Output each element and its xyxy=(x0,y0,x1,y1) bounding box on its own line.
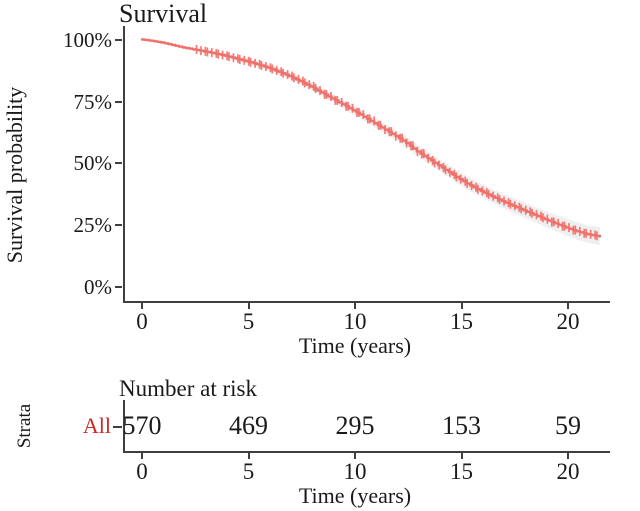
risk-value-t10: 295 xyxy=(335,411,375,440)
y-tick-mark xyxy=(115,101,122,103)
strata-tick-mark xyxy=(113,426,122,428)
y-tick-mark xyxy=(115,286,122,288)
x-tick-mark xyxy=(247,303,250,309)
strata-row-label-all: All xyxy=(82,413,111,438)
survival-curve-svg xyxy=(140,38,602,246)
y-tick-mark xyxy=(115,224,122,226)
table-x-tick-label-0: 0 xyxy=(136,459,148,484)
confidence-band xyxy=(142,39,600,246)
plot-title: Survival xyxy=(119,0,208,28)
x-tick-label-10: 10 xyxy=(343,309,367,334)
table-x-tick-mark xyxy=(141,453,143,459)
x-tick-mark xyxy=(141,303,143,309)
table-x-tick-mark xyxy=(567,453,569,459)
risk-value-t5: 469 xyxy=(229,411,268,440)
y-tick-label-100: 100% xyxy=(63,28,112,52)
risk-value-t0: 570 xyxy=(122,411,162,440)
table-x-tick-label-20: 20 xyxy=(556,459,580,484)
risk-table-title: Number at risk xyxy=(119,376,257,401)
table-x-tick-label-5: 5 xyxy=(242,459,255,484)
x-tick-label-0: 0 xyxy=(136,309,148,334)
y-tick-label-75: 75% xyxy=(73,90,113,114)
y-tick-label-50: 50% xyxy=(73,151,113,175)
table-x-tick-label-15: 15 xyxy=(450,459,473,484)
x-tick-label-5: 5 xyxy=(242,309,255,334)
table-x-tick-label-10: 10 xyxy=(343,459,367,484)
x-tick-label-20: 20 xyxy=(556,309,580,334)
x-tick-mark xyxy=(460,303,463,309)
risk-table-panel xyxy=(123,400,610,453)
x-tick-label-15: 15 xyxy=(450,309,473,334)
table-x-tick-mark xyxy=(247,453,250,459)
censor-tick-marks xyxy=(195,44,598,241)
y-tick-mark xyxy=(115,162,122,164)
x-tick-mark xyxy=(354,303,356,309)
risk-value-t15: 153 xyxy=(442,411,481,440)
table-x-axis-label: Time (years) xyxy=(298,483,412,508)
risk-value-t20: 59 xyxy=(555,411,581,440)
table-x-tick-mark xyxy=(460,453,463,459)
y-tick-mark xyxy=(115,39,122,41)
y-tick-label-0: 0% xyxy=(84,275,112,299)
table-x-tick-mark xyxy=(354,453,356,459)
x-tick-mark xyxy=(567,303,569,309)
y-tick-label-25: 25% xyxy=(73,213,113,237)
strata-axis-label: Strata xyxy=(14,403,35,449)
survival-plot-panel xyxy=(123,26,610,303)
x-axis-label: Time (years) xyxy=(298,333,412,358)
y-axis-label: Survival probability xyxy=(2,86,27,264)
